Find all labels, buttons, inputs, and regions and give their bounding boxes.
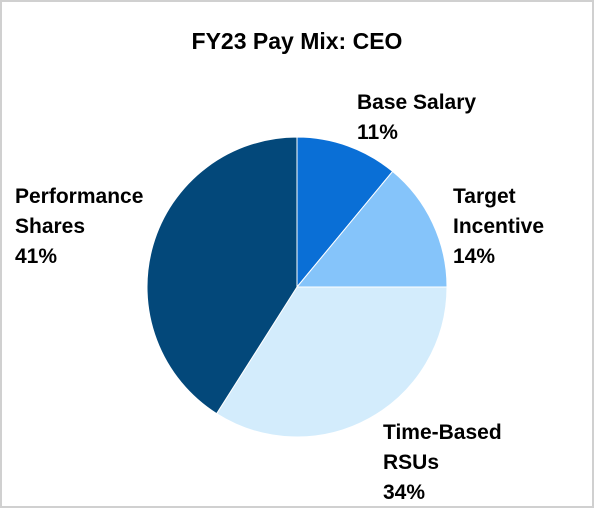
label-performance-shares-name-1: Performance — [15, 185, 144, 208]
chart-title: FY23 Pay Mix: CEO — [191, 28, 403, 54]
label-target-incentive-name-1: Target — [453, 185, 516, 208]
label-base-salary: Base Salary 11% — [357, 88, 476, 148]
pie-slice-target-incentive — [295, 170, 448, 288]
label-performance-shares-name-2: Shares — [15, 215, 86, 238]
label-base-salary-name: Base Salary — [357, 91, 477, 114]
label-time-based-rsus: Time-Based RSUs 34% — [383, 418, 502, 508]
label-time-based-rsus-name-2: RSUs — [383, 451, 440, 474]
pie-slice-base-salary — [296, 136, 394, 289]
label-target-incentive-name-2: Incentive — [453, 215, 545, 238]
label-target-incentive-value: 14% — [453, 245, 496, 268]
label-time-based-rsus-name-1: Time-Based — [383, 421, 502, 444]
label-time-based-rsus-value: 34% — [383, 481, 426, 504]
label-target-incentive: Target Incentive 14% — [453, 182, 544, 272]
pie-slice-time-based-rsus — [215, 286, 448, 438]
label-performance-shares: Performance Shares 41% — [15, 182, 143, 272]
label-base-salary-value: 11% — [357, 121, 398, 144]
label-performance-shares-value: 41% — [15, 245, 58, 268]
pie-slice-performance-shares — [146, 136, 298, 415]
